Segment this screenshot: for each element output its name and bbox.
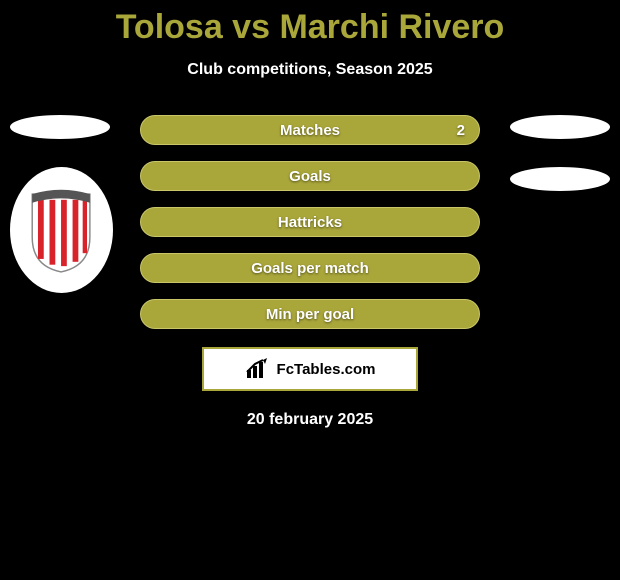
stat-label: Hattricks [278, 214, 342, 231]
avatar-placeholder-right-2 [510, 167, 610, 191]
avatar-placeholder-left [10, 115, 110, 139]
stat-label: Min per goal [266, 306, 354, 323]
page-subtitle: Club competitions, Season 2025 [0, 61, 620, 79]
stat-bar-min-per-goal: Min per goal [140, 299, 480, 329]
stat-label: Goals [289, 168, 331, 185]
club-crest [10, 167, 113, 293]
stat-label: Goals per match [251, 260, 369, 277]
chart-icon [245, 358, 271, 380]
shield-icon [25, 186, 97, 274]
stats-bars: Matches 2 Goals Hattricks Goals per matc… [140, 115, 480, 329]
stat-label: Matches [280, 122, 340, 139]
content-area: Matches 2 Goals Hattricks Goals per matc… [0, 115, 620, 429]
stat-bar-hattricks: Hattricks [140, 207, 480, 237]
date-text: 20 february 2025 [0, 411, 620, 429]
stat-bar-matches: Matches 2 [140, 115, 480, 145]
brand-text: FcTables.com [277, 361, 376, 378]
stat-bar-goals: Goals [140, 161, 480, 191]
avatar-placeholder-right-1 [510, 115, 610, 139]
brand-box[interactable]: FcTables.com [202, 347, 418, 391]
stat-value: 2 [457, 122, 465, 139]
page-title: Tolosa vs Marchi Rivero [0, 0, 620, 47]
stat-bar-goals-per-match: Goals per match [140, 253, 480, 283]
